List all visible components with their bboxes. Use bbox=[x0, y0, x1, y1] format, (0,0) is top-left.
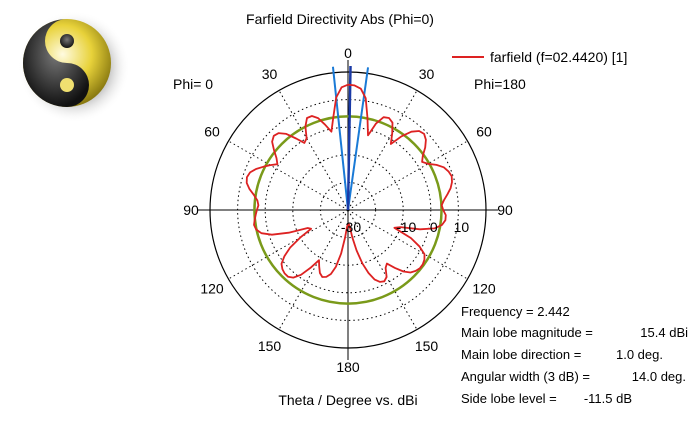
angle-tick-label-7: 150 bbox=[258, 338, 282, 354]
axis-labels: 0 30 60 90 120 150 180 150 120 90 60 30 -30 -10 0 10 bbox=[183, 45, 513, 375]
info-angular-width-value: 14.0 deg. bbox=[632, 369, 686, 384]
radial-tick-label-0: -30 bbox=[341, 219, 361, 235]
reference-markers bbox=[253, 66, 443, 305]
grid-spoke bbox=[278, 209, 349, 330]
angle-tick-label-11: 30 bbox=[262, 66, 278, 82]
angle-tick-label-6: 180 bbox=[336, 359, 360, 375]
angle-tick-label-0: 0 bbox=[344, 45, 352, 61]
angle-tick-label-3: 90 bbox=[497, 202, 513, 218]
phi-right-label: Phi=180 bbox=[474, 76, 526, 92]
grid-spoke bbox=[228, 140, 349, 211]
info-main-lobe-magnitude-value: 15.4 dBi bbox=[640, 325, 688, 340]
angle-tick-label-2: 60 bbox=[476, 124, 492, 140]
angle-tick-label-5: 150 bbox=[415, 338, 439, 354]
grid-spoke bbox=[347, 90, 418, 211]
beamwidth-line-0 bbox=[331, 66, 349, 211]
info-frequency: Frequency = 2.442 bbox=[461, 304, 570, 319]
info-angular-width-label: Angular width (3 dB) = bbox=[461, 369, 590, 384]
yin-yang-logo-icon bbox=[18, 11, 130, 123]
side-lobe-level-circle bbox=[253, 115, 443, 305]
info-side-lobe-value: -11.5 dB bbox=[584, 391, 632, 406]
legend-label: farfield (f=02.4420) [1] bbox=[490, 49, 627, 65]
radial-tick-label-2: 0 bbox=[430, 219, 438, 235]
grid-spoke bbox=[228, 209, 349, 280]
angle-tick-label-9: 90 bbox=[183, 202, 199, 218]
radial-tick-label-3: 10 bbox=[454, 219, 470, 235]
grid-spoke bbox=[347, 140, 468, 211]
series-layer bbox=[245, 83, 453, 283]
info-side-lobe-label: Side lobe level = bbox=[461, 391, 557, 406]
grid-spoke bbox=[347, 209, 468, 280]
x-axis-label: Theta / Degree vs. dBi bbox=[278, 392, 417, 408]
main-lobe-line bbox=[346, 66, 352, 211]
info-panel: Frequency = 2.442 Main lobe magnitude = … bbox=[461, 304, 688, 406]
info-main-lobe-magnitude-label: Main lobe magnitude = bbox=[461, 325, 593, 340]
grid-spoke bbox=[347, 209, 418, 330]
radial-tick-label-1: -10 bbox=[396, 219, 416, 235]
beamwidth-line-1 bbox=[347, 67, 370, 211]
chart-title: Farfield Directivity Abs (Phi=0) bbox=[246, 11, 434, 27]
info-main-lobe-direction-label: Main lobe direction = bbox=[461, 347, 581, 362]
angle-tick-label-10: 60 bbox=[204, 124, 220, 140]
angle-tick-label-4: 120 bbox=[472, 281, 496, 297]
angle-tick-label-1: 30 bbox=[419, 66, 435, 82]
phi-left-label: Phi= 0 bbox=[173, 76, 213, 92]
series-line-0 bbox=[245, 83, 453, 283]
info-main-lobe-direction-value: 1.0 deg. bbox=[616, 347, 663, 362]
grid-spoke bbox=[278, 90, 349, 211]
angle-tick-label-8: 120 bbox=[200, 281, 224, 297]
